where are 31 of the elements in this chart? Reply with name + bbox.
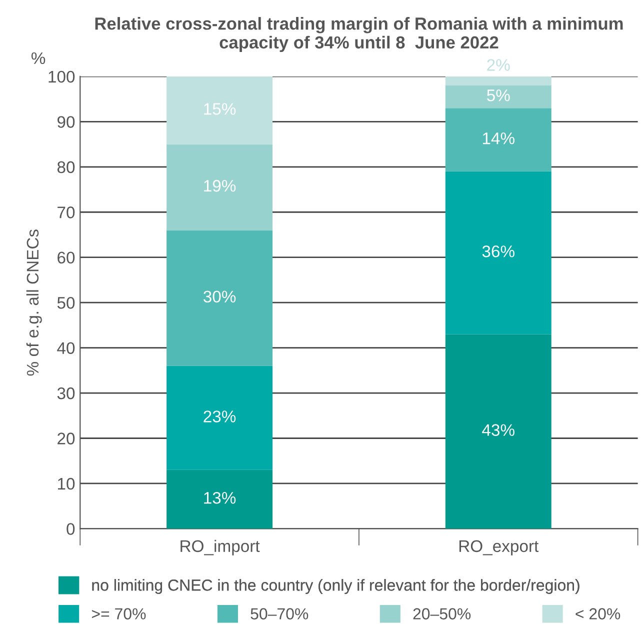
data-label: 19% (204, 180, 236, 192)
y-tick-label: 10 (58, 478, 75, 490)
y-tick-label: 80 (57, 161, 75, 174)
y-tick-label: 90 (58, 116, 75, 128)
y-tick-label: 0 (66, 523, 75, 535)
data-label: 5% (487, 90, 510, 102)
legend-label: 50–70% (250, 608, 308, 620)
y-tick-label: 40 (57, 342, 75, 354)
x-tick-label: RO_export (459, 540, 539, 556)
y-tick-label: 60 (58, 252, 75, 264)
legend-label: >= 70% (92, 608, 146, 620)
y-tick-label: 50 (57, 296, 75, 309)
data-label: 14% (482, 132, 514, 144)
data-label: 30% (204, 290, 236, 303)
legend-label: 20–50% (413, 608, 471, 620)
y-tick-label: 20 (58, 432, 75, 444)
data-label: 43% (482, 424, 514, 436)
x-tick-label: RO_import (180, 540, 260, 556)
y-tick-label: 100 (48, 70, 75, 83)
legend-label: < 20% (576, 608, 620, 620)
data-label: 13% (204, 492, 236, 504)
y-axis-title: % of e.g. all CNECs (26, 230, 42, 376)
y-tick-label: 70 (58, 206, 75, 218)
data-label: 2% (487, 59, 510, 71)
y-tick-label: 30 (57, 387, 75, 400)
data-label: 23% (204, 410, 236, 422)
legend-label: no limiting CNEC in the country (only if relevant for the border/region) (92, 579, 580, 594)
data-label: 15% (204, 103, 236, 115)
chart-title: Relative cross-zonal trading margin of Romania with a minimum capacity of 34% until 8 June 2022 (95, 17, 623, 52)
data-label: 36% (482, 245, 514, 258)
text: % (31, 52, 46, 64)
